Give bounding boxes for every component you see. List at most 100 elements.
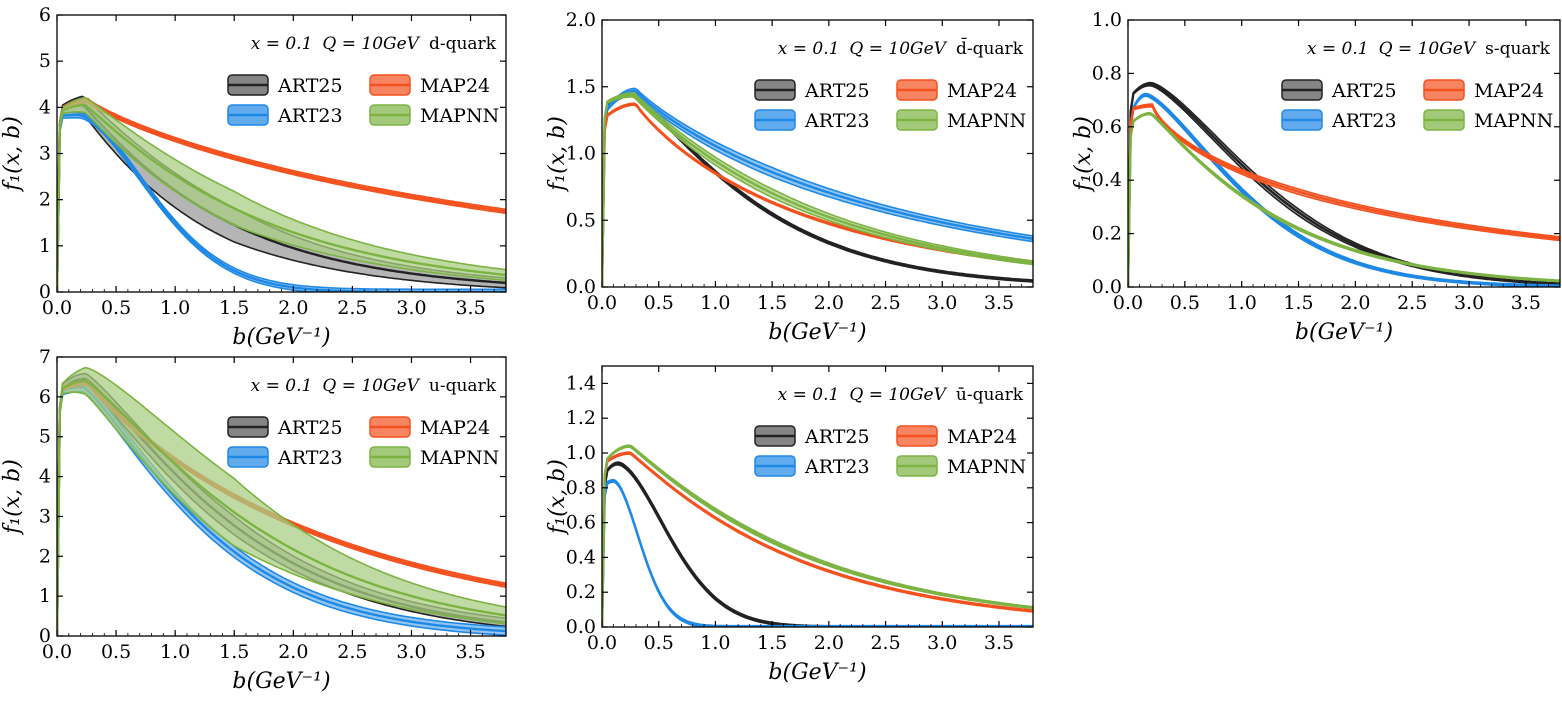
line-MAP24 [1128,104,1560,287]
legend-item-ART23: ART23 [227,446,343,469]
y-tick-label: 0.4 [1092,169,1122,191]
annotation-q: Q = 10GeV [849,39,947,59]
y-tick-label: 0.0 [1092,276,1122,298]
annotation-q: Q = 10GeV [322,376,420,396]
x-tick-label: 3.0 [396,297,426,319]
legend-label: ART25 [1331,80,1397,102]
x-tick-label: 2.5 [870,632,900,654]
legend-item-ART25: ART25 [1281,79,1397,102]
x-tick-label: 0.5 [644,292,674,314]
line-ART23 [1128,93,1560,287]
legend-item-MAP24: MAP24 [896,79,1017,102]
band-ART25 [602,92,1033,287]
annotation: x = 0.1 Q = 10GeV u-quark [251,376,497,396]
x-tick-label: 1.5 [1283,292,1313,314]
axes-frame [601,365,1034,628]
x-tick-label: 2.5 [337,297,367,319]
x-tick-label: 0.0 [587,632,617,654]
x-axis-label: b(GeV⁻¹) [768,660,866,685]
y-tick-label: 2 [39,545,51,567]
annotation-x: x = 0.1 [1307,39,1369,59]
line-MAP24 [602,451,1033,627]
x-tick-label: 0.0 [1113,292,1143,314]
annotation-quark: d-quark [429,34,497,54]
legend-label: MAPNN [947,110,1026,132]
y-tick-label: 0.6 [566,512,596,534]
y-tick-label: 0 [39,281,51,303]
y-tick-label: 1.0 [566,143,596,165]
line-MAP24 [57,99,506,292]
legend-item-ART23: ART23 [754,109,870,132]
legend-label: MAPNN [1474,110,1553,132]
y-tick-label: 1.5 [566,76,596,98]
x-tick-label: 1.5 [219,297,249,319]
y-tick-label: 1.0 [566,442,596,464]
band-MAP24 [1128,103,1560,287]
x-axis-label: b(GeV⁻¹) [232,669,330,694]
line-MAPNN [602,444,1033,627]
legend-item-ART25: ART25 [227,74,343,97]
legend-item-MAPNN: MAPNN [896,109,1026,132]
legend-label: ART23 [804,110,870,132]
y-tick-label: 0.5 [566,209,596,231]
legend: ART25 MAP24 ART23 MAPNN [754,79,1026,132]
y-tick-label: 6 [39,4,51,26]
legend-label: MAPNN [420,105,499,127]
x-tick-label: 2.0 [814,292,844,314]
annotation-quark: s-quark [1485,39,1551,59]
x-tick-label: 3.0 [927,632,957,654]
y-tick-label: 3 [39,505,51,527]
annotation: x = 0.1 Q = 10GeV ū-quark [778,385,1024,405]
plot-area [602,87,1033,287]
annotation-quark: d̄-quark [956,36,1024,59]
x-axis-label: b(GeV⁻¹) [1295,320,1393,345]
annotation-x: x = 0.1 [778,39,840,59]
line-ART25 [1128,82,1560,287]
legend-item-ART25: ART25 [227,416,343,439]
plot-area [57,95,506,292]
y-tick-label: 7 [39,346,51,368]
band-ART23 [602,87,1033,287]
legend-item-MAP24: MAP24 [896,425,1017,448]
y-tick-label: 1 [39,235,51,257]
legend-label: ART23 [1331,110,1397,132]
panel-d-quark: 0.0 0.5 1.0 1.5 2.0 2.5 3.0 3.5 0 1 2 3 4 5 6 b(GeV⁻¹) f… [0,4,507,350]
plot-area [1128,81,1560,287]
annotation-x: x = 0.1 [778,385,840,405]
x-tick-label: 1.0 [700,632,730,654]
x-tick-label: 1.5 [219,641,249,663]
legend-label: MAP24 [420,75,490,97]
x-tick-label: 3.5 [984,292,1014,314]
y-tick-label: 2.0 [566,9,596,31]
x-tick-label: 3.0 [1454,292,1484,314]
band-ART23 [602,478,1033,627]
x-tick-label: 3.5 [455,297,485,319]
line-MAPNN [1128,112,1560,287]
band-MAP24 [602,451,1033,627]
axes-frame [601,19,1034,288]
annotation: x = 0.1 Q = 10GeV s-quark [1307,39,1551,59]
x-tick-label: 0.0 [42,297,72,319]
legend-item-MAP24: MAP24 [369,416,490,439]
band-MAPNN [57,96,506,292]
band-ART25 [1128,81,1560,287]
legend-item-ART23: ART23 [1281,109,1397,132]
y-tick-label: 4 [39,96,51,118]
y-tick-label: 0.2 [566,581,596,603]
legend: ART25 MAP24 ART23 MAPNN [1281,79,1553,132]
annotation-quark: ū-quark [956,385,1024,405]
y-tick-label: 4 [39,466,51,488]
legend-item-MAPNN: MAPNN [369,104,499,127]
x-tick-label: 3.5 [984,632,1014,654]
band-MAPNN [602,444,1033,627]
legend: ART25 MAP24 ART23 MAPNN [754,425,1026,478]
legend-label: MAP24 [1474,80,1544,102]
band-MAPNN [57,366,506,636]
legend-label: MAPNN [420,447,499,469]
legend-item-ART23: ART23 [227,104,343,127]
x-tick-label: 3.5 [455,641,485,663]
annotation-q: Q = 10GeV [849,385,947,405]
annotation: x = 0.1 Q = 10GeV d-quark [251,34,497,54]
x-tick-label: 3.0 [396,641,426,663]
x-tick-label: 3.0 [927,292,957,314]
